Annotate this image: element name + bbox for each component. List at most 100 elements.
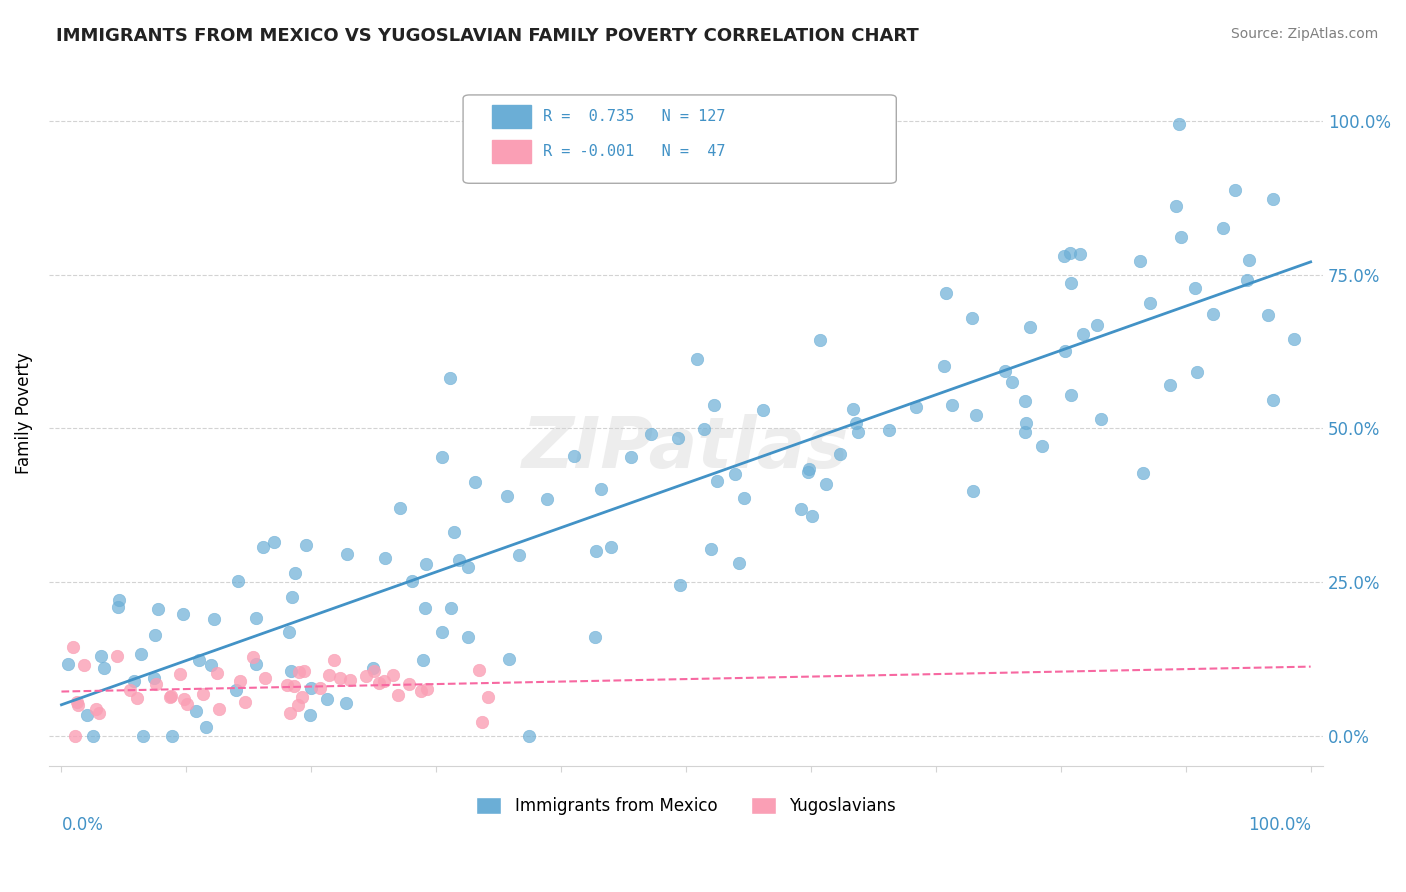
Point bbox=[589, 482, 612, 496]
Point bbox=[962, 483, 984, 498]
Point bbox=[845, 416, 868, 430]
Point bbox=[195, 720, 218, 734]
Point bbox=[66, 695, 89, 709]
Point bbox=[994, 364, 1017, 378]
Point bbox=[287, 698, 309, 712]
Point bbox=[797, 465, 820, 479]
Point bbox=[464, 475, 486, 489]
Point bbox=[63, 729, 86, 743]
Point bbox=[107, 599, 129, 614]
Point bbox=[498, 652, 520, 666]
Point bbox=[318, 668, 340, 682]
Point bbox=[1236, 273, 1258, 287]
Point bbox=[336, 547, 359, 561]
Point bbox=[90, 649, 112, 664]
Point bbox=[229, 674, 252, 689]
Point bbox=[225, 683, 247, 698]
Point bbox=[233, 695, 256, 709]
Point bbox=[373, 673, 395, 688]
Point bbox=[76, 708, 98, 723]
Point bbox=[799, 461, 821, 475]
Point bbox=[808, 333, 831, 347]
Legend: Immigrants from Mexico, Yugoslavians: Immigrants from Mexico, Yugoslavians bbox=[470, 790, 903, 822]
Point bbox=[374, 551, 396, 566]
Point bbox=[536, 491, 558, 506]
Point bbox=[457, 630, 479, 644]
Point bbox=[846, 425, 869, 439]
Point bbox=[143, 672, 166, 686]
Point bbox=[389, 501, 412, 516]
Point bbox=[443, 524, 465, 539]
FancyBboxPatch shape bbox=[492, 140, 530, 163]
Point bbox=[669, 578, 692, 592]
Point bbox=[118, 683, 141, 698]
Point bbox=[176, 697, 198, 711]
Point bbox=[1129, 253, 1152, 268]
Point bbox=[1261, 392, 1284, 407]
Point bbox=[363, 664, 385, 678]
Point bbox=[666, 431, 689, 445]
Point bbox=[187, 652, 209, 666]
Point bbox=[1166, 199, 1188, 213]
Point bbox=[173, 692, 195, 706]
Point bbox=[169, 667, 191, 681]
Point bbox=[200, 658, 222, 673]
Point bbox=[295, 538, 318, 552]
Point bbox=[398, 677, 420, 691]
Point bbox=[1001, 375, 1024, 389]
Text: Source: ZipAtlas.com: Source: ZipAtlas.com bbox=[1230, 27, 1378, 41]
Point bbox=[496, 489, 519, 503]
Point bbox=[686, 351, 709, 366]
Point bbox=[1015, 416, 1038, 430]
Point bbox=[283, 566, 305, 580]
Point bbox=[801, 508, 824, 523]
Point bbox=[129, 648, 152, 662]
Point bbox=[146, 602, 169, 616]
Point bbox=[280, 664, 302, 678]
Point bbox=[413, 601, 436, 615]
Point bbox=[159, 690, 181, 704]
Point bbox=[1085, 318, 1108, 332]
Point bbox=[160, 729, 183, 743]
Point bbox=[440, 601, 463, 615]
Point bbox=[186, 705, 208, 719]
Point bbox=[122, 673, 145, 688]
Point bbox=[105, 649, 128, 664]
Point bbox=[706, 474, 728, 488]
Point bbox=[329, 671, 352, 685]
Point bbox=[1132, 467, 1154, 481]
Point bbox=[1052, 249, 1074, 263]
Point bbox=[828, 447, 851, 461]
Point bbox=[191, 687, 214, 701]
Point bbox=[700, 541, 723, 556]
Point bbox=[387, 688, 409, 702]
Point bbox=[703, 398, 725, 412]
Point bbox=[1059, 246, 1081, 260]
Point bbox=[87, 706, 110, 720]
Point bbox=[93, 661, 115, 675]
Point bbox=[814, 476, 837, 491]
Point bbox=[457, 559, 479, 574]
Point bbox=[205, 665, 228, 680]
Point bbox=[1069, 247, 1091, 261]
Point bbox=[1159, 378, 1181, 392]
Point bbox=[416, 682, 439, 697]
Point bbox=[415, 557, 437, 571]
Point bbox=[172, 607, 194, 621]
Point bbox=[339, 673, 361, 687]
Point bbox=[733, 491, 755, 505]
Point bbox=[278, 706, 301, 720]
Point bbox=[1168, 117, 1191, 131]
Point bbox=[292, 665, 315, 679]
Point bbox=[82, 729, 104, 743]
Point bbox=[291, 690, 314, 705]
Point bbox=[160, 689, 183, 703]
Text: IMMIGRANTS FROM MEXICO VS YUGOSLAVIAN FAMILY POVERTY CORRELATION CHART: IMMIGRANTS FROM MEXICO VS YUGOSLAVIAN FA… bbox=[56, 27, 920, 45]
Point bbox=[1071, 327, 1094, 342]
Point bbox=[281, 590, 304, 604]
Point bbox=[841, 401, 863, 416]
FancyBboxPatch shape bbox=[492, 105, 530, 128]
Point bbox=[58, 657, 80, 671]
Point bbox=[252, 540, 274, 554]
Point bbox=[242, 650, 264, 665]
